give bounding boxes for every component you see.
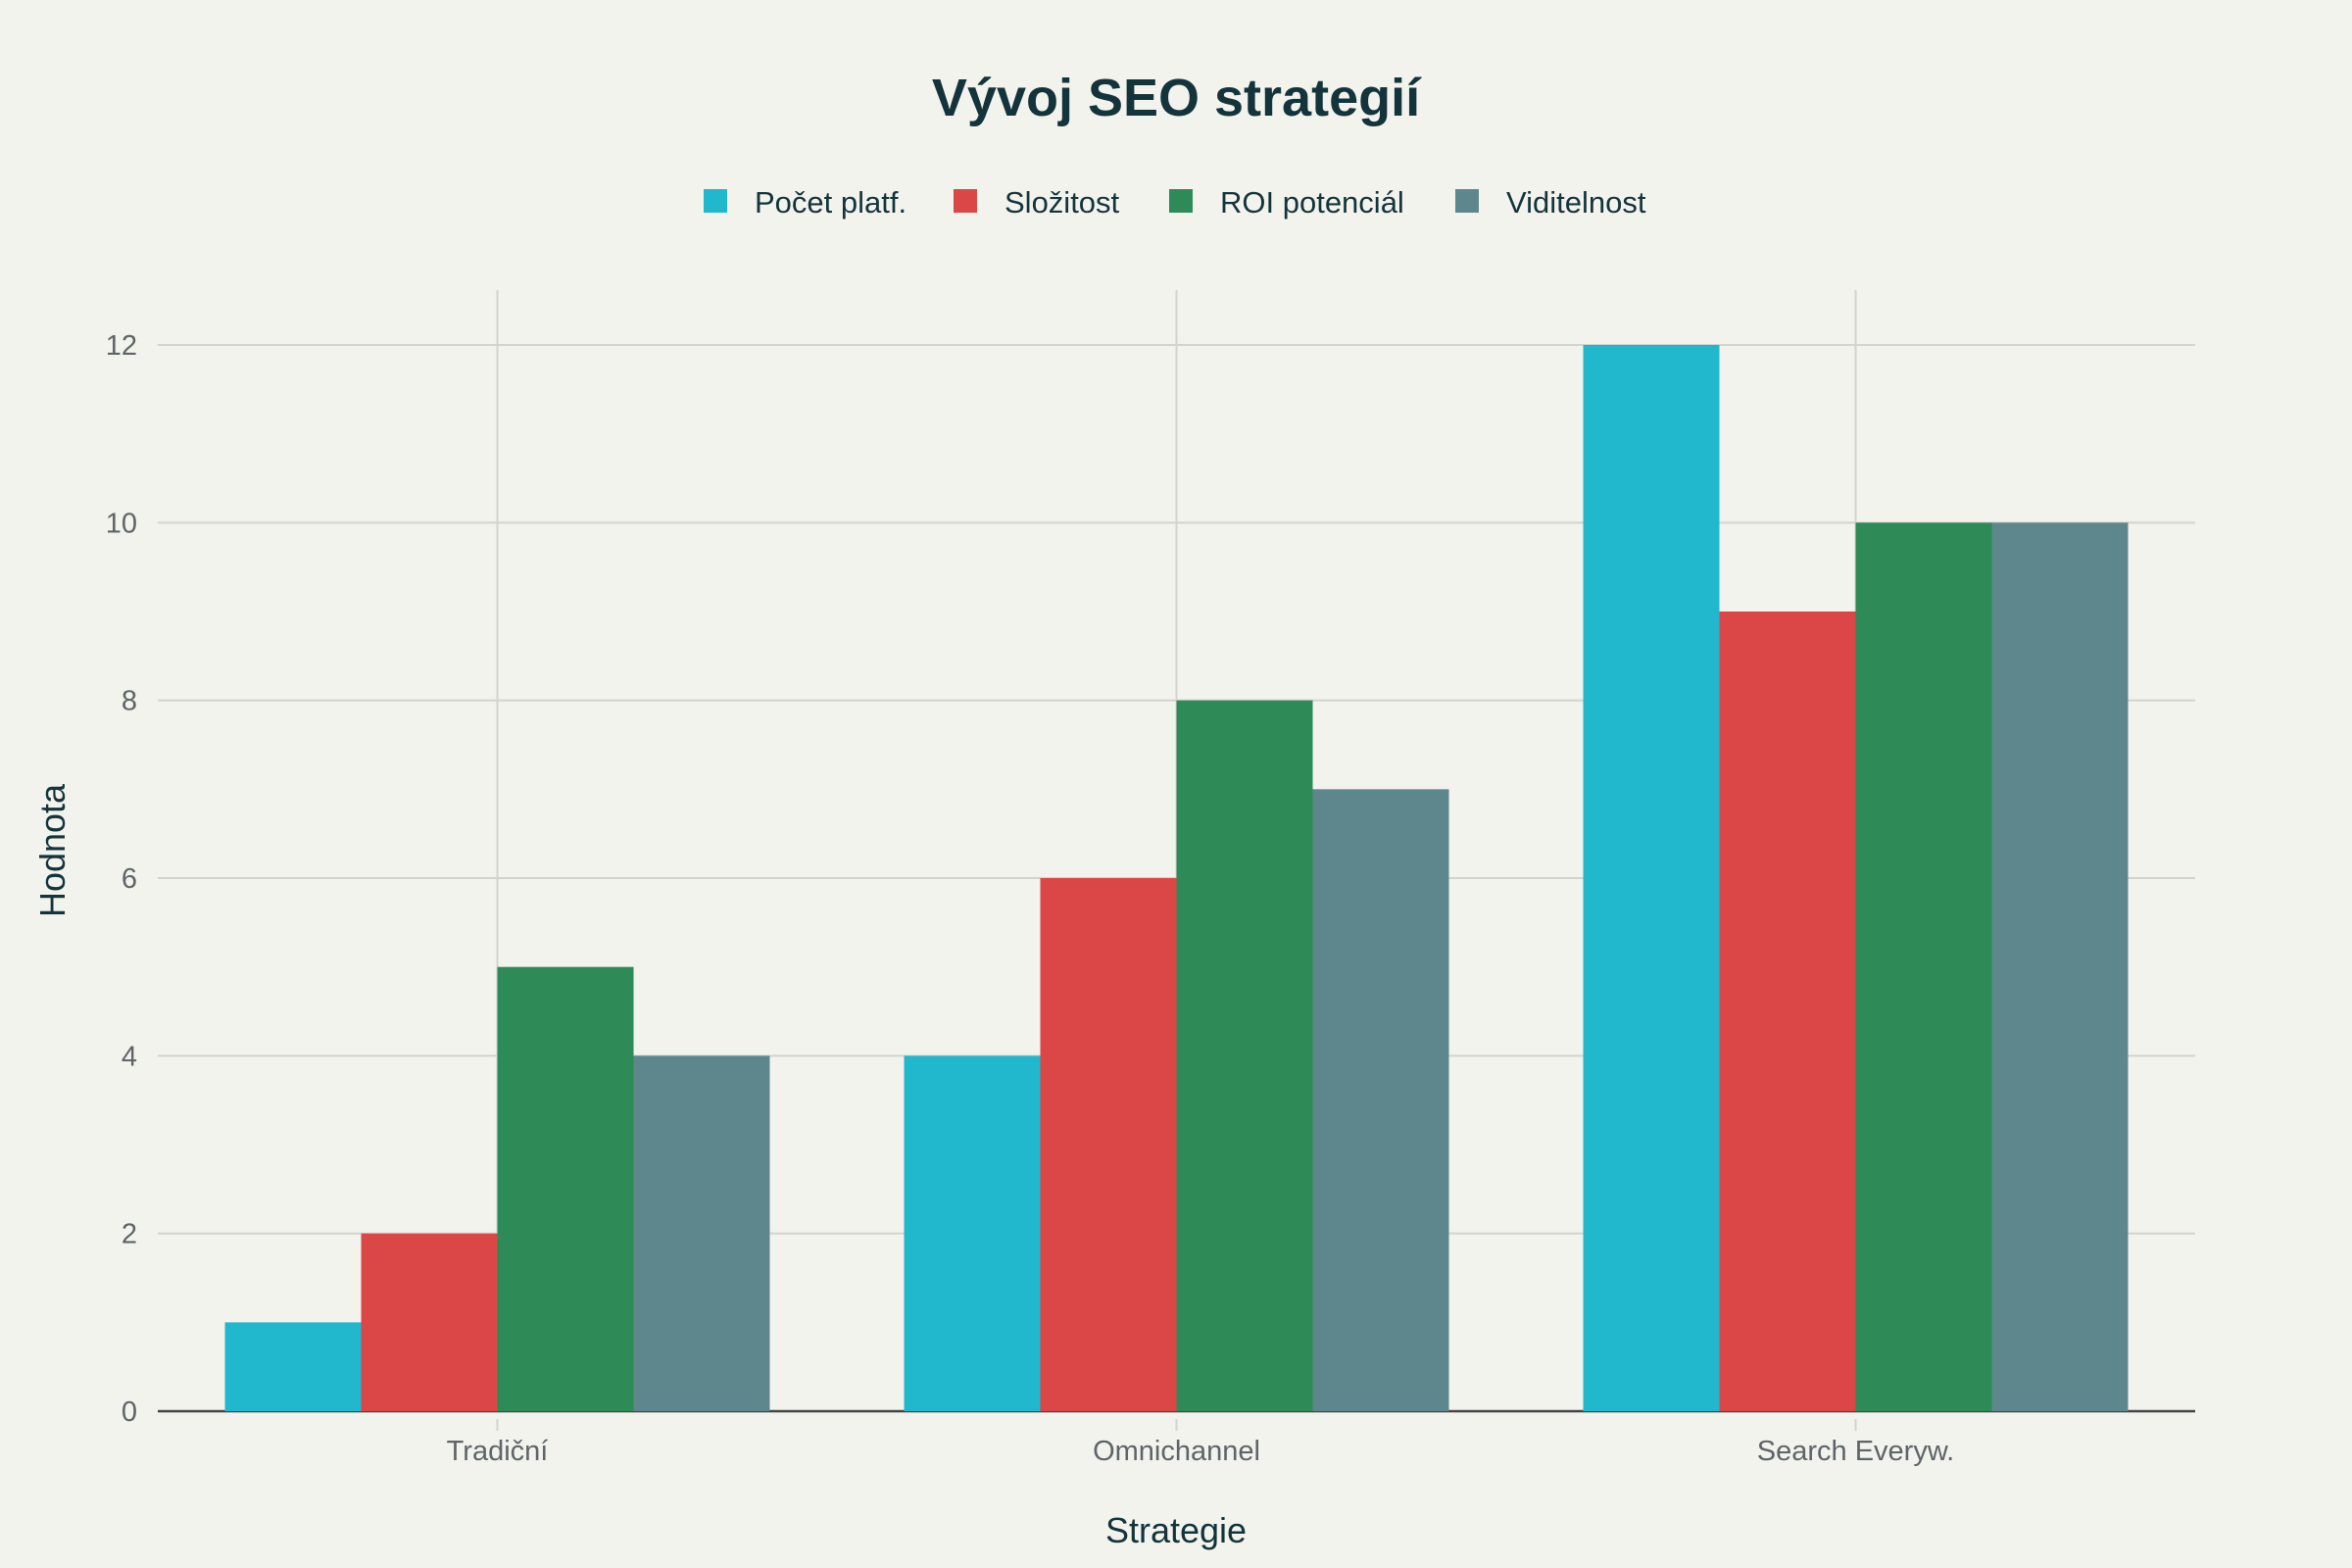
x-tick-label: Omnichannel <box>1093 1436 1260 1467</box>
x-tick-label: Search Everyw. <box>1757 1436 1954 1467</box>
bar <box>1312 789 1449 1411</box>
bar <box>1176 700 1313 1411</box>
legend-swatch <box>704 189 727 213</box>
legend-swatch <box>954 189 977 213</box>
y-tick-label: 8 <box>122 686 137 717</box>
bar <box>361 1233 498 1411</box>
legend-swatch <box>1455 189 1479 213</box>
y-tick-label: 4 <box>122 1041 137 1072</box>
y-tick-label: 2 <box>122 1219 137 1250</box>
chart-title: Vývoj SEO strategií <box>932 69 1422 127</box>
legend-label: Viditelnost <box>1506 185 1646 220</box>
bars <box>224 345 2129 1411</box>
bar <box>633 1055 770 1411</box>
bar <box>224 1322 362 1411</box>
bar <box>497 966 634 1411</box>
legend-label: Počet platf. <box>755 185 906 220</box>
bar <box>1855 522 1992 1411</box>
legend-swatch <box>1169 189 1193 213</box>
y-tick-label: 12 <box>106 330 137 362</box>
bar <box>1583 345 1720 1411</box>
x-axis-title: Strategie <box>1105 1510 1247 1550</box>
legend-label: Složitost <box>1004 185 1120 220</box>
bar <box>1719 612 1856 1411</box>
bar <box>1040 878 1177 1411</box>
tick-labels: 0 2 4 6 8 10 12 Tradiční Omnichannel Search Every… <box>106 330 1955 1467</box>
x-tick-label: Tradiční <box>447 1436 549 1467</box>
bar <box>904 1055 1041 1411</box>
y-tick-label: 0 <box>122 1396 137 1428</box>
y-tick-label: 10 <box>106 508 137 539</box>
y-axis-title: Hodnota <box>32 783 73 917</box>
legend: Počet platf. Složitost ROI potenciál Vidite… <box>704 185 1646 220</box>
legend-label: ROI potenciál <box>1220 185 1404 220</box>
y-tick-label: 6 <box>122 863 137 895</box>
bar <box>1991 522 2129 1411</box>
